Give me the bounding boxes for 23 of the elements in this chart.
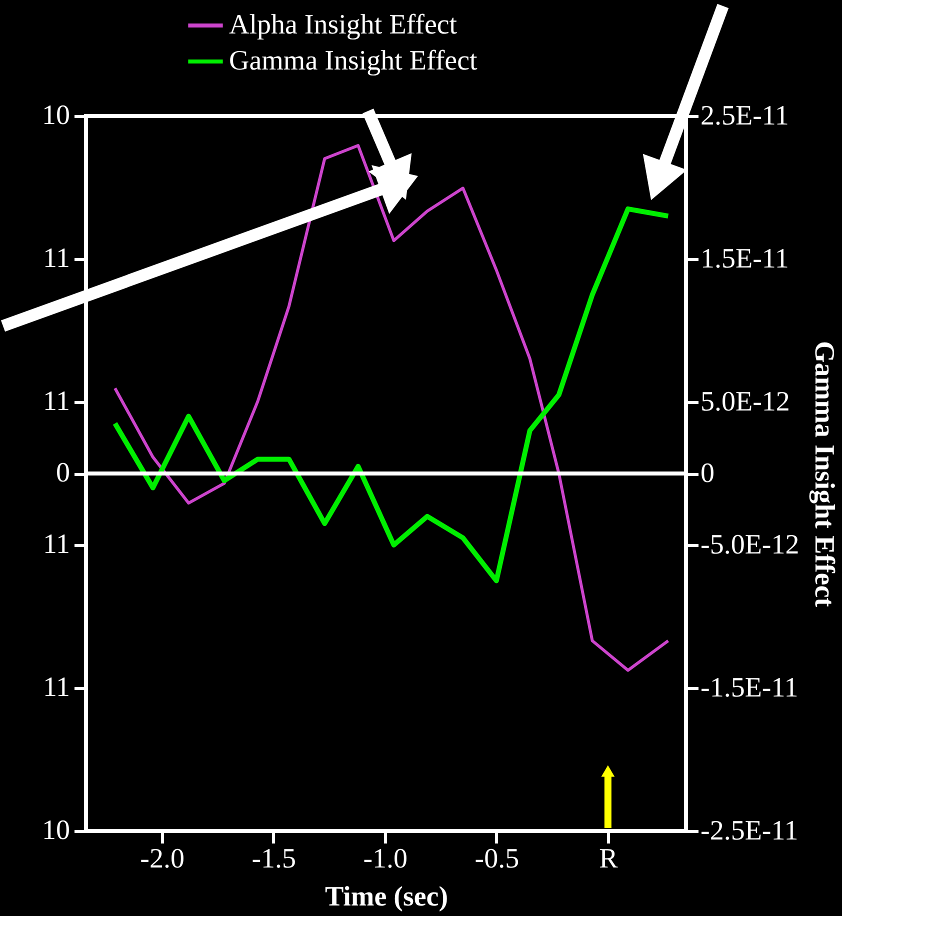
legend-label: Alpha Insight Effect bbox=[229, 10, 458, 40]
y2-tick-label: 1.5E-11 bbox=[700, 244, 789, 274]
x-tick-label: -2.0 bbox=[140, 844, 184, 874]
y2-tick-label: 2.5E-11 bbox=[700, 100, 789, 132]
y2-axis-title: Gamma Insight Effect bbox=[808, 341, 840, 608]
x-tick-label: R bbox=[599, 844, 618, 874]
text: 10 bbox=[42, 100, 70, 131]
y2-tick-label: 5.0E-12 bbox=[700, 386, 790, 418]
text: 11 bbox=[43, 529, 70, 560]
y2-tick-label: -2.5E-11 bbox=[700, 816, 798, 846]
x-axis-title: Time (sec) bbox=[324, 882, 448, 912]
text: 11 bbox=[43, 672, 70, 703]
text: 10 bbox=[42, 815, 70, 846]
text: 0 bbox=[56, 458, 70, 488]
legend-label: Gamma Insight Effect bbox=[229, 46, 478, 76]
y2-tick-label: 0 bbox=[700, 458, 714, 489]
x-tick-label: -1.5 bbox=[252, 844, 296, 874]
x-tick-label: -1.0 bbox=[363, 844, 408, 874]
y2-tick-label: -5.0E-12 bbox=[700, 530, 800, 560]
x-tick-label: -0.5 bbox=[474, 844, 520, 874]
text: 11 bbox=[43, 386, 70, 417]
text: 11 bbox=[43, 243, 70, 274]
y2-tick-label: -1.5E-11 bbox=[700, 672, 798, 704]
